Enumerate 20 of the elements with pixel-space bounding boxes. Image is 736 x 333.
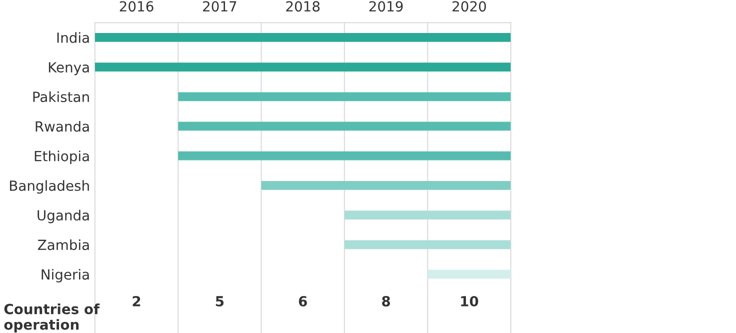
x-tick-label: 2020 xyxy=(452,1,486,12)
annotation: Countries of operation xyxy=(4,304,100,333)
y-tick-label: Ethiopia xyxy=(34,150,89,164)
x-tick-label: 2016 xyxy=(120,1,154,12)
x-tick-label: 2018 xyxy=(286,1,320,12)
annotation: 2 xyxy=(132,296,140,306)
annotation: 10 xyxy=(461,296,478,306)
x-tick-label: 2019 xyxy=(369,1,403,12)
y-tick-label: India xyxy=(57,32,89,43)
x-tick-label: 2017 xyxy=(203,1,236,12)
y-tick-label: Pakistan xyxy=(33,91,89,102)
y-tick-label: Zambia xyxy=(38,239,89,250)
y-tick-label: Nigeria xyxy=(42,268,89,282)
annotation: 6 xyxy=(298,296,307,306)
annotation: 8 xyxy=(382,296,390,306)
y-tick-label: Kenya xyxy=(48,62,89,76)
y-tick-label: Uganda xyxy=(38,210,89,224)
annotation: 5 xyxy=(216,296,224,306)
y-tick-label: Rwanda xyxy=(36,120,89,132)
y-tick-label: Bangladesh xyxy=(10,180,89,194)
